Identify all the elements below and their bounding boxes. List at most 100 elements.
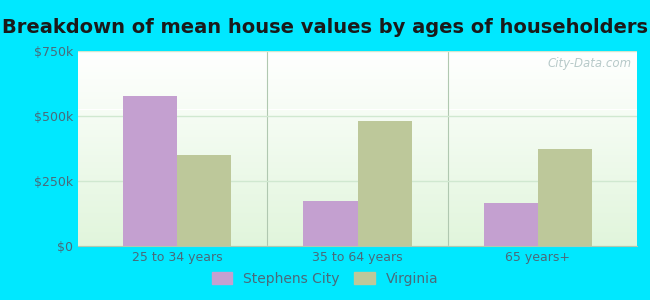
Bar xyxy=(78,234,637,235)
Bar xyxy=(78,232,637,233)
Bar xyxy=(78,159,637,160)
Bar xyxy=(78,83,637,84)
Bar xyxy=(358,121,411,246)
Bar xyxy=(78,99,637,100)
Text: Breakdown of mean house values by ages of householders: Breakdown of mean house values by ages o… xyxy=(2,18,648,37)
Bar xyxy=(78,110,637,111)
Bar xyxy=(78,237,637,238)
Bar xyxy=(78,215,637,216)
Bar xyxy=(78,197,637,198)
Bar xyxy=(78,190,637,191)
Bar xyxy=(78,168,637,169)
Bar xyxy=(78,207,637,208)
Bar xyxy=(78,134,637,135)
Bar xyxy=(78,105,637,106)
Bar xyxy=(78,180,637,181)
Bar xyxy=(78,87,637,88)
Bar xyxy=(78,224,637,226)
Bar xyxy=(78,64,637,66)
Bar xyxy=(78,193,637,194)
Bar xyxy=(78,179,637,180)
Bar xyxy=(78,150,637,152)
Bar xyxy=(78,181,637,182)
Bar xyxy=(78,188,637,190)
Bar xyxy=(78,244,637,245)
Bar xyxy=(78,156,637,157)
Bar xyxy=(78,133,637,134)
Bar xyxy=(78,62,637,63)
Bar xyxy=(78,203,637,204)
Bar xyxy=(78,63,637,64)
Bar xyxy=(78,132,637,133)
Bar xyxy=(538,148,592,246)
Bar xyxy=(78,210,637,211)
Bar xyxy=(78,229,637,230)
Bar xyxy=(78,219,637,220)
Bar xyxy=(78,166,637,167)
Bar xyxy=(78,52,637,53)
Bar xyxy=(78,125,637,126)
Bar xyxy=(78,100,637,101)
Bar xyxy=(78,78,637,79)
Bar xyxy=(78,106,637,107)
Bar xyxy=(78,89,637,90)
Bar xyxy=(78,76,637,77)
Bar xyxy=(78,153,637,154)
Bar xyxy=(78,198,637,199)
Bar xyxy=(78,119,637,120)
Bar xyxy=(78,183,637,184)
Bar xyxy=(78,230,637,231)
Bar xyxy=(78,56,637,57)
Bar xyxy=(78,167,637,168)
Bar xyxy=(78,195,637,196)
Bar xyxy=(78,185,637,187)
Bar xyxy=(78,161,637,162)
Bar xyxy=(78,121,637,122)
Bar xyxy=(78,80,637,81)
Bar xyxy=(78,130,637,131)
Bar xyxy=(78,138,637,139)
Text: City-Data.com: City-Data.com xyxy=(547,57,631,70)
Bar xyxy=(78,54,637,55)
Bar xyxy=(78,169,637,170)
Bar xyxy=(78,114,637,115)
Bar xyxy=(78,231,637,232)
Bar xyxy=(78,92,637,93)
Bar xyxy=(78,242,637,243)
Bar xyxy=(78,245,637,246)
Bar xyxy=(78,113,637,114)
Bar xyxy=(78,146,637,148)
Bar xyxy=(78,211,637,212)
Bar xyxy=(78,226,637,227)
Bar xyxy=(78,115,637,116)
Bar xyxy=(78,205,637,206)
Bar xyxy=(78,94,637,95)
Bar xyxy=(78,141,637,142)
Bar xyxy=(78,127,637,128)
Bar xyxy=(78,102,637,103)
Bar xyxy=(78,82,637,83)
Bar xyxy=(78,70,637,71)
Bar xyxy=(78,77,637,78)
Bar xyxy=(78,95,637,96)
Bar xyxy=(78,208,637,209)
Bar xyxy=(78,199,637,200)
Bar xyxy=(78,154,637,155)
Bar xyxy=(78,128,637,129)
Bar xyxy=(78,178,637,179)
Bar xyxy=(78,79,637,80)
Bar xyxy=(78,144,637,145)
Bar xyxy=(78,118,637,119)
Bar xyxy=(78,61,637,62)
Bar xyxy=(78,227,637,229)
Legend: Stephens City, Virginia: Stephens City, Virginia xyxy=(207,268,443,290)
Bar xyxy=(78,124,637,125)
Bar xyxy=(78,131,637,132)
Bar xyxy=(78,157,637,158)
Bar xyxy=(304,200,358,246)
Bar xyxy=(78,240,637,241)
Bar xyxy=(78,239,637,240)
Bar xyxy=(78,164,637,165)
Bar xyxy=(78,238,637,239)
Bar xyxy=(78,212,637,213)
